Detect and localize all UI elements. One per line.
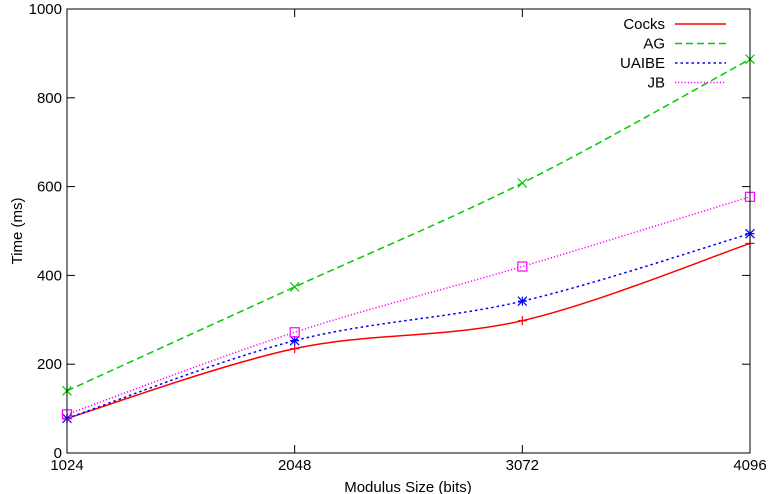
- y-axis-label: Time (ms): [9, 198, 26, 265]
- point-cocks-3072: [517, 316, 527, 326]
- y-tick-label: 0: [54, 445, 62, 462]
- point-uaibe-3072: [517, 296, 528, 307]
- x-tick-label: 1024: [50, 457, 83, 474]
- series-line-uaibe: [66, 232, 751, 420]
- series-line-jb: [66, 196, 751, 416]
- series-line-cocks: [66, 242, 751, 420]
- point-cocks-2048: [290, 344, 300, 354]
- y-tick-label: 800: [37, 90, 62, 107]
- y-tick-label: 1000: [29, 1, 62, 18]
- series-jb: [61, 191, 756, 420]
- legend-label-cocks: Cocks: [623, 16, 665, 33]
- ticks-layer: 0 200 400 600 800 1000 1024 2048 3072 4096: [29, 1, 767, 474]
- x-axis-label: Modulus Size (bits): [344, 479, 472, 494]
- point-uaibe-2048: [289, 335, 300, 346]
- x-tick-label: 3072: [506, 457, 539, 474]
- point-jb-3072: [517, 261, 528, 272]
- y-tick-label: 600: [37, 179, 62, 196]
- series-line-ag: [66, 58, 751, 392]
- legend-label-ag: AG: [643, 36, 665, 53]
- x-tick-label: 4096: [733, 457, 766, 474]
- legend-label-uaibe: UAIBE: [620, 55, 665, 72]
- point-jb-2048: [289, 327, 300, 338]
- legend-label-jb: JB: [647, 75, 665, 92]
- y-tick-label: 200: [37, 356, 62, 373]
- y-tick-label: 400: [37, 267, 62, 284]
- plot-frame: [66, 8, 751, 454]
- legend: Cocks AG UAIBE JB: [620, 16, 726, 92]
- point-ag-2048: [289, 282, 300, 292]
- point-ag-3072: [517, 178, 528, 188]
- x-tick-label: 2048: [278, 457, 311, 474]
